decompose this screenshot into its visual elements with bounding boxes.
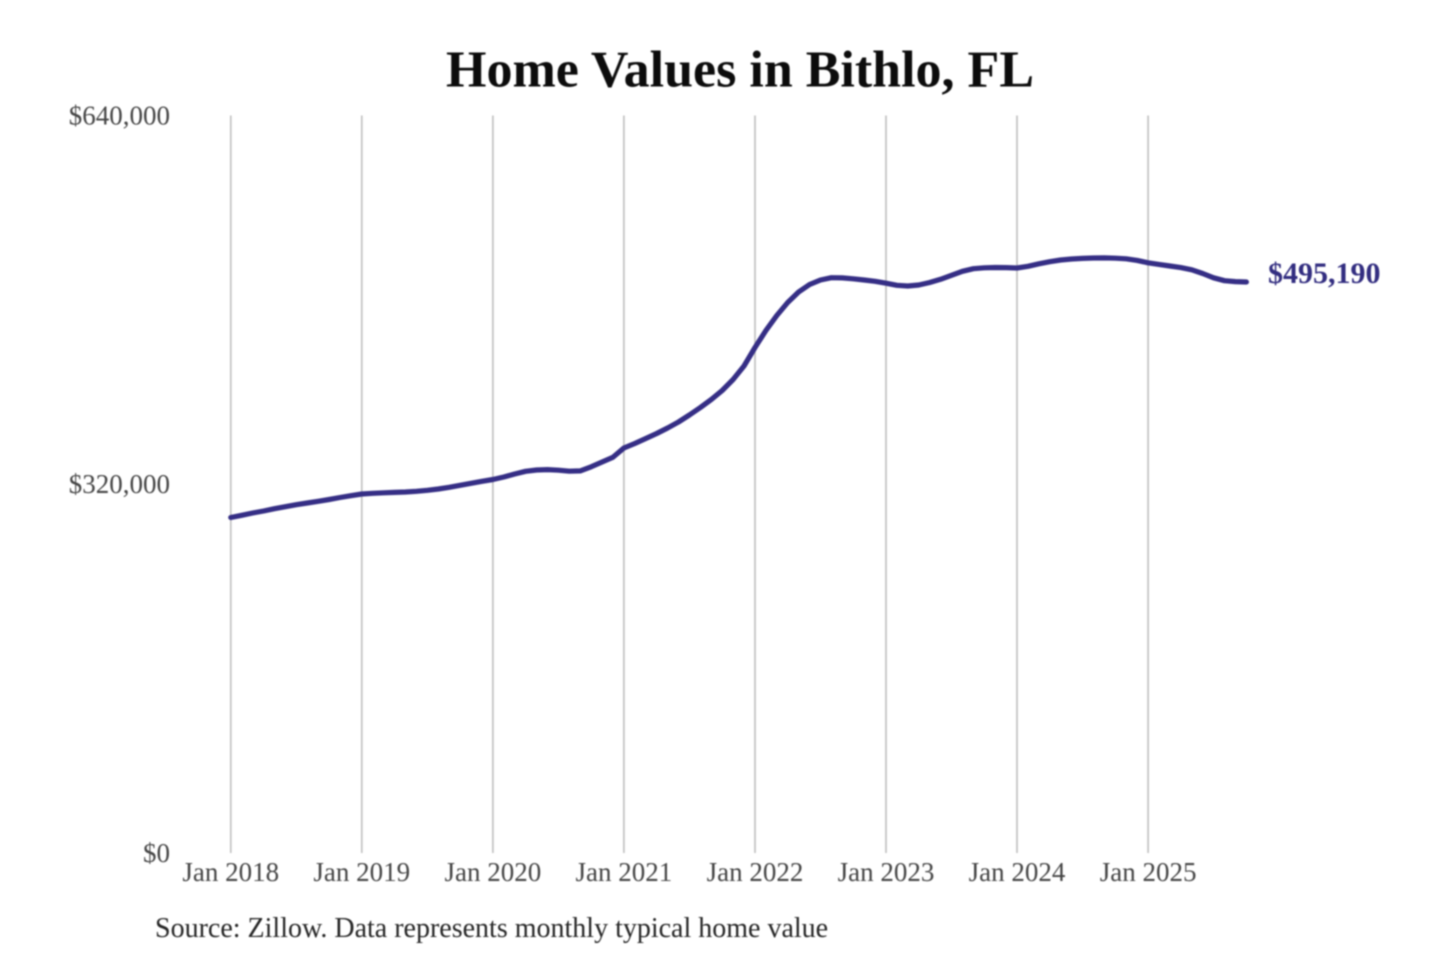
svg-text:Home Values in Bithlo, FL: Home Values in Bithlo, FL	[446, 42, 1034, 99]
svg-text:Jan 2022: Jan 2022	[707, 857, 804, 887]
svg-text:$320,000: $320,000	[69, 469, 170, 499]
svg-text:Jan 2019: Jan 2019	[313, 857, 410, 887]
svg-text:Jan 2020: Jan 2020	[445, 857, 542, 887]
svg-text:$0: $0	[143, 838, 170, 868]
svg-text:Jan 2025: Jan 2025	[1100, 857, 1197, 887]
svg-text:Jan 2021: Jan 2021	[576, 857, 673, 887]
svg-text:$640,000: $640,000	[69, 100, 170, 130]
svg-text:Source: Zillow. Data represent: Source: Zillow. Data represents monthly …	[155, 913, 828, 944]
svg-text:Jan 2018: Jan 2018	[182, 857, 279, 887]
svg-text:Jan 2024: Jan 2024	[969, 857, 1066, 887]
svg-text:Jan 2023: Jan 2023	[838, 857, 935, 887]
svg-text:$495,190: $495,190	[1268, 257, 1381, 290]
